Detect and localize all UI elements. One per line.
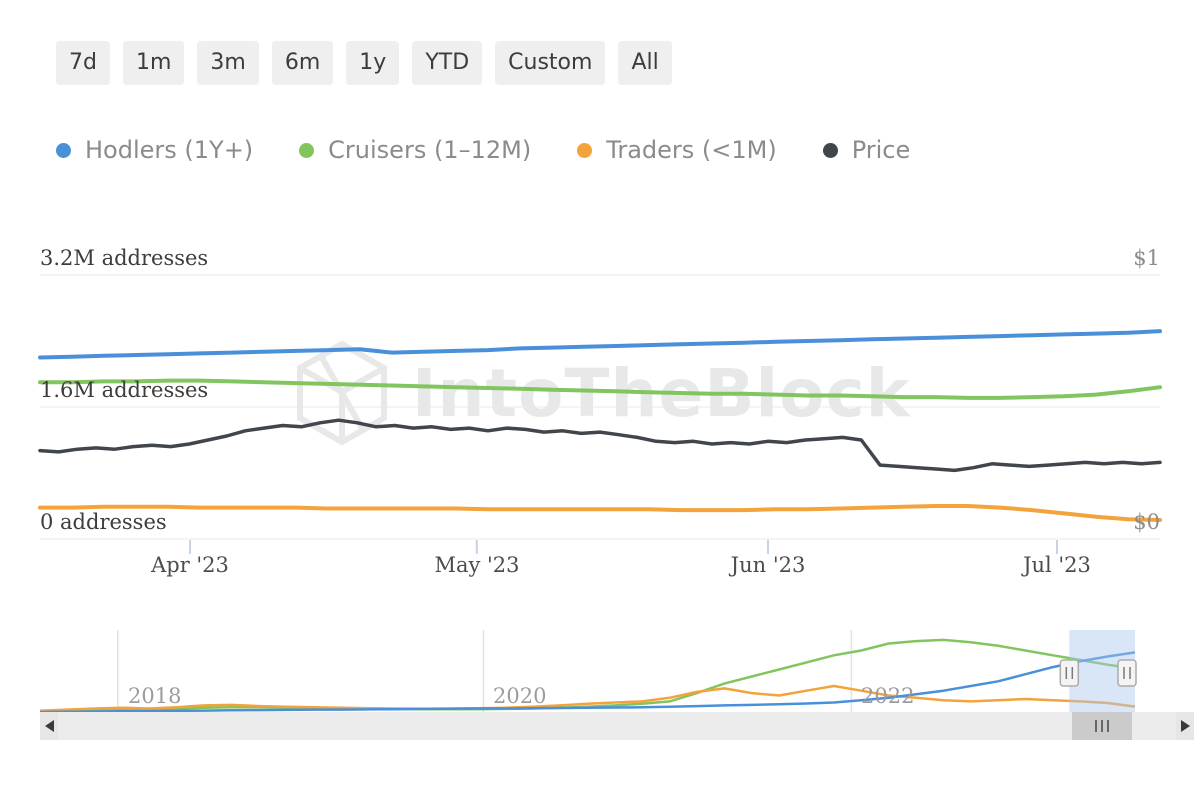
series-line-cruisers-1-12m bbox=[38, 378, 1162, 400]
range-all-button[interactable]: All bbox=[618, 41, 672, 86]
intotheblock-logo-icon bbox=[297, 340, 387, 446]
nav-resize-handle-right[interactable] bbox=[1117, 659, 1137, 687]
scrollbar bbox=[40, 712, 1194, 740]
y-axis-label-3-2m: 3.2M addresses bbox=[40, 246, 209, 270]
legend-item-cruisers[interactable]: Cruisers (1–12M) bbox=[299, 136, 531, 164]
scrollbar-track[interactable] bbox=[58, 712, 1176, 740]
year-label-2020: 2020 bbox=[493, 684, 547, 708]
range-3m-button[interactable]: 3m bbox=[197, 41, 259, 86]
range-ytd-button[interactable]: YTD bbox=[412, 41, 483, 86]
legend-item-price[interactable]: Price bbox=[822, 136, 911, 164]
navigator-chart[interactable] bbox=[0, 630, 1200, 712]
price-axis-label-0: $0 bbox=[1133, 510, 1160, 534]
x-tick-label-may: May '23 bbox=[434, 553, 520, 577]
range-7d-button[interactable]: 7d bbox=[56, 41, 110, 86]
y-axis-label-0: 0 addresses bbox=[40, 510, 167, 534]
range-1m-button[interactable]: 1m bbox=[122, 41, 185, 86]
thumb-grip-icon bbox=[1107, 720, 1109, 732]
legend-label-traders: Traders (<1M) bbox=[606, 136, 777, 164]
range-1y-button[interactable]: 1y bbox=[346, 41, 400, 86]
year-label-2018: 2018 bbox=[128, 684, 182, 708]
series-line-traders-1m bbox=[38, 504, 1162, 522]
legend-label-cruisers: Cruisers (1–12M) bbox=[328, 136, 532, 164]
nav-series-line-traders-1m bbox=[39, 684, 1136, 712]
legend-label-hodlers: Hodlers (1Y+) bbox=[85, 136, 254, 164]
x-tick-label-jun: Jun '23 bbox=[730, 553, 806, 577]
legend-label-price: Price bbox=[851, 136, 911, 164]
scrollbar-thumb[interactable] bbox=[1072, 712, 1132, 740]
thumb-grip-icon bbox=[1095, 720, 1097, 732]
legend-item-traders[interactable]: Traders (<1M) bbox=[577, 136, 777, 164]
time-range-toolbar: 7d 1m 3m 6m 1y YTD Custom All bbox=[56, 41, 672, 86]
scroll-right-icon bbox=[1180, 720, 1190, 732]
thumb-grip-icon bbox=[1101, 720, 1103, 732]
price-axis-label-1: $1 bbox=[1133, 246, 1160, 270]
nav-series-line-hodlers-1y bbox=[39, 651, 1136, 712]
legend-item-hodlers[interactable]: Hodlers (1Y+) bbox=[56, 136, 253, 164]
legend-dot-cruisers bbox=[299, 142, 315, 158]
x-tick-label-jul: Jul '23 bbox=[1023, 553, 1091, 577]
legend-dot-traders bbox=[577, 142, 593, 158]
scroll-right-button[interactable] bbox=[1176, 712, 1194, 740]
year-label-2022: 2022 bbox=[861, 684, 915, 708]
y-axis-label-1-6m: 1.6M addresses bbox=[40, 378, 209, 402]
legend-dot-price bbox=[822, 142, 838, 158]
legend: Hodlers (1Y+) Cruisers (1–12M) Traders (… bbox=[56, 136, 910, 164]
x-tick-label-apr: Apr '23 bbox=[151, 553, 229, 577]
range-6m-button[interactable]: 6m bbox=[271, 41, 334, 86]
main-chart[interactable] bbox=[0, 230, 1200, 590]
legend-dot-hodlers bbox=[56, 142, 71, 158]
range-custom-button[interactable]: Custom bbox=[495, 41, 606, 86]
nav-resize-handle-left[interactable] bbox=[1059, 659, 1080, 687]
series-line-price bbox=[38, 418, 1162, 473]
scroll-left-button[interactable] bbox=[40, 712, 58, 740]
scroll-left-icon bbox=[44, 720, 54, 732]
series-line-hodlers-1y bbox=[38, 329, 1162, 360]
